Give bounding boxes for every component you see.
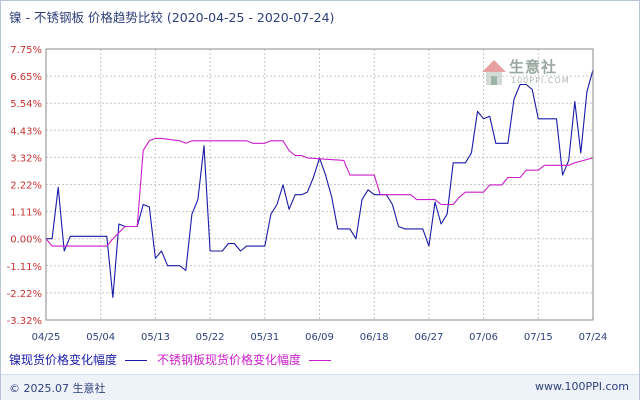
x-tick-label: 06/09 [305, 332, 334, 343]
legend-swatch-stainless [309, 360, 332, 361]
y-tick-label: 0.00% [10, 235, 42, 246]
x-tick-label: 05/22 [196, 332, 225, 343]
plot-border [45, 48, 594, 321]
y-tick-label: 3.32% [10, 153, 42, 164]
legend-label-stainless: 不锈钢板现货价格变化幅度 [157, 353, 302, 367]
footer-site-link[interactable]: www.100PPI.com [535, 380, 629, 393]
chart-title-period: (2020-04-25 - 2020-07-24) [166, 10, 335, 25]
chart-title: 镍 - 不锈钢板 价格趋势比较 (2020-04-25 - 2020-07-24… [9, 7, 334, 26]
watermark: 生意社 100PPI.COM [479, 56, 579, 90]
x-tick-label: 06/18 [360, 332, 389, 343]
x-tick-label: 04/25 [32, 332, 61, 343]
y-tick-label: 1.11% [10, 208, 42, 219]
chart-title-main: 镍 - 不锈钢板 价格趋势比较 [9, 10, 163, 25]
legend-label-nickel: 镍现货价格变化幅度 [9, 353, 118, 367]
y-tick-label: 7.75% [10, 45, 42, 56]
x-tick-label: 05/13 [141, 332, 170, 343]
footer-copyright: © 2025.07 生意社 [9, 382, 106, 395]
y-tick-label: -3.32% [7, 316, 42, 327]
series-line-nickel [46, 69, 594, 299]
series-line-stainless [45, 137, 594, 247]
legend-swatch-nickel [125, 360, 148, 361]
footer-bar: © 2025.07 生意社 www.100PPI.com [1, 374, 639, 400]
chart-legend: 镍现货价格变化幅度 不锈钢板现货价格变化幅度 [9, 351, 341, 368]
y-axis-labels: 7.75% 6.65% 5.54% 4.43% 3.32% 2.22% 1.11% 0.00%… [7, 45, 42, 327]
x-tick-label: 07/24 [579, 332, 608, 343]
x-tick-label: 07/15 [524, 332, 553, 343]
y-tick-label: 2.22% [10, 181, 42, 192]
y-tick-label: 5.54% [10, 99, 42, 110]
y-tick-label: -1.11% [7, 262, 42, 273]
chart-grid [45, 48, 594, 321]
watermark-url: 100PPI.COM [511, 76, 570, 85]
y-tick-label: -2.22% [7, 289, 42, 300]
x-tick-label: 06/27 [414, 332, 443, 343]
x-axis-labels: 04/25 05/04 05/13 05/22 05/31 06/09 06/18 06/27… [32, 332, 608, 343]
x-tick-label: 07/06 [469, 332, 498, 343]
watermark-brand: 生意社 [509, 58, 558, 76]
house-logo-icon [482, 60, 506, 85]
x-tick-label: 05/31 [250, 332, 279, 343]
y-tick-label: 4.43% [10, 126, 42, 137]
chart-series [45, 69, 594, 299]
x-tick-label: 05/04 [86, 332, 115, 343]
y-tick-label: 6.65% [10, 72, 42, 83]
